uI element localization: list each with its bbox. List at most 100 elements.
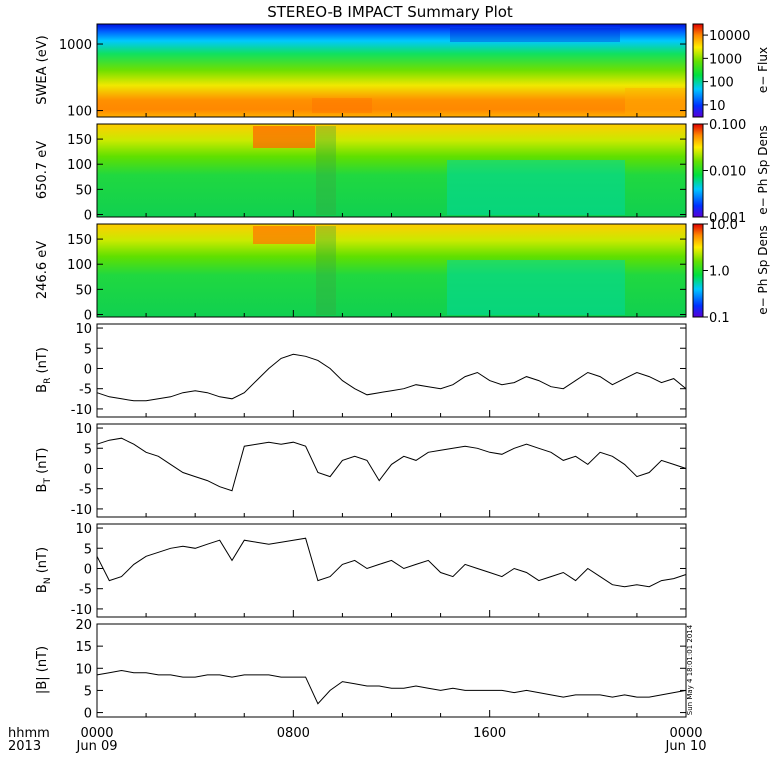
br-yaxis: -10 -5 0 5 10: [71, 322, 687, 418]
bt-ytick-label: -5: [79, 483, 92, 498]
bt-ytick-label: 10: [75, 422, 92, 437]
pad650-ytick-label: 50: [75, 183, 92, 198]
bt-frame: [96, 423, 687, 518]
swea-colorbar-tick-label: 10000: [709, 29, 750, 44]
bn-ytick-label: 5: [84, 542, 92, 557]
pad246-colorbar-ticks: 0.1 1.0 10.0: [703, 218, 738, 326]
swea-yaxis: 100 1000: [59, 38, 687, 120]
br-ytick-label: 0: [84, 362, 92, 377]
bn-yaxis: -10 -5 0 5 10: [71, 522, 687, 618]
bmag-ytick-label: 10: [75, 662, 92, 677]
pad650-colorbar-label: e− Ph Sp Dens: [756, 125, 770, 214]
pad650-colorbar-tick-label: 0.001: [709, 211, 746, 226]
pad246-colorbar-tick-label: 1.0: [709, 265, 730, 280]
bmag-ytick-label: 0: [84, 707, 92, 722]
br-frame: [96, 323, 687, 418]
panel-swea: 100 1000 SWEA (eV) 10 100 1000 10000 e− Flux: [35, 23, 770, 120]
pad246-ytick-label: 0: [84, 308, 92, 323]
panel-bn: -10 -5 0 5 10 BN (nT): [35, 522, 687, 618]
pad650-colorbar-ticks: 0.001 0.010 0.100: [703, 118, 746, 226]
br-ytick-label: 10: [75, 322, 92, 337]
pad650-ytick-label: 0: [84, 208, 92, 223]
br-ytick-label: -5: [79, 383, 92, 398]
swea-colorbar-ticks: 10 100 1000 10000: [703, 29, 750, 114]
bmag-ytick-label: 15: [75, 640, 92, 655]
bt-yaxis: -10 -5 0 5 10: [71, 422, 687, 518]
pad246-colorbar-tick-label: 0.1: [709, 311, 730, 326]
time-label-year: 2013: [8, 739, 41, 754]
swea-ytick-label: 100: [67, 105, 92, 120]
plot-title: STEREO-B IMPACT Summary Plot: [267, 3, 513, 21]
pad246-colorbar-tick-label: 10.0: [709, 218, 738, 233]
pad650-colorbar-tick-label: 0.100: [709, 118, 746, 133]
swea-colorbar-label: e− Flux: [756, 47, 770, 93]
date-tick-label: Jun 09: [76, 739, 118, 754]
swea-colorbar: [692, 23, 704, 118]
swea-colorbar-tick-label: 100: [709, 76, 734, 91]
swea-feature-right: [625, 88, 686, 114]
bt-ytick-label: 5: [84, 442, 92, 457]
panel-pad246: 0 50 100 150 246.6 eV 0.1 1.0 10.0 e− Ph Sp D…: [35, 218, 770, 326]
bn-ylabel: BN (nT): [35, 547, 53, 593]
br-ylabel: BR (nT): [35, 347, 53, 393]
swea-feature-cool: [450, 28, 620, 42]
bt-ylabel: BT (nT): [35, 448, 53, 493]
panel-bt: -10 -5 0 5 10 BT (nT): [35, 422, 687, 518]
pad246-ylabel: 246.6 eV: [35, 241, 50, 299]
panel-br: -10 -5 0 5 10 BR (nT): [35, 322, 687, 418]
pad246-ytick-label: 150: [67, 233, 92, 248]
bt-ytick-label: -10: [71, 503, 92, 518]
swea-colorbar-tick-label: 1000: [709, 52, 742, 67]
bn-ytick-label: 10: [75, 522, 92, 537]
time-tick-label: 0800: [277, 726, 310, 741]
panel-pad650: 0 50 100 150 650.7 eV 0.001 0.010 0.100 e− Ph…: [35, 118, 770, 226]
pad650-ytick-label: 100: [67, 158, 92, 173]
pad650-hot-region: [253, 126, 315, 148]
bmag-series-line: [96, 669, 687, 705]
pad650-ylabel: 650.7 eV: [35, 141, 50, 199]
pad246-yaxis: 0 50 100 150: [67, 233, 687, 323]
bn-frame: [96, 523, 687, 618]
br-ytick-label: -10: [71, 403, 92, 418]
timestamp-stamp: Sun May 4 18:01:01 2014: [686, 624, 694, 715]
bn-ytick-label: -5: [79, 583, 92, 598]
time-label-hhmm: hhmm: [8, 726, 50, 741]
bmag-ytick-label: 20: [75, 618, 92, 633]
swea-ylabel: SWEA (eV): [35, 35, 50, 104]
bn-ytick-label: 0: [84, 562, 92, 577]
bmag-yaxis: 0 5 10 15 20: [75, 618, 687, 722]
pad246-cool-region: [447, 260, 625, 315]
swea-ytick-label: 1000: [59, 38, 92, 53]
pad246-colorbar-label: e− Ph Sp Dens: [756, 225, 770, 314]
pad246-hot-region: [253, 226, 315, 244]
panel-bmag: 0 5 10 15 20 |B| (nT): [35, 618, 687, 722]
pad650-ytick-label: 150: [67, 133, 92, 148]
swea-spectrogram: [97, 24, 686, 117]
swea-feature-band: [312, 98, 372, 113]
pad650-yaxis: 0 50 100 150: [67, 133, 687, 223]
br-series-line: [96, 353, 687, 402]
bmag-ytick-label: 5: [84, 684, 92, 699]
bn-ytick-label: -10: [71, 603, 92, 618]
bmag-frame: [96, 623, 687, 718]
time-tick-label: 0000: [80, 726, 113, 741]
bn-series-line: [96, 537, 687, 588]
pad246-ytick-label: 50: [75, 283, 92, 298]
time-tick-label: 1600: [473, 726, 506, 741]
br-ytick-label: 5: [84, 342, 92, 357]
bt-series-line: [96, 437, 687, 492]
pad246-ytick-label: 100: [67, 258, 92, 273]
bmag-ylabel: |B| (nT): [35, 646, 50, 694]
pad650-colorbar-tick-label: 0.010: [709, 165, 746, 180]
pad246-colorbar: [692, 223, 704, 318]
pad650-cool-region: [447, 160, 625, 215]
bt-ytick-label: 0: [84, 462, 92, 477]
date-tick-label: Jun 10: [665, 739, 707, 754]
swea-colorbar-tick-label: 10: [709, 99, 726, 114]
time-tick-label: 0000: [669, 726, 702, 741]
pad650-colorbar: [692, 123, 704, 218]
pad650-dark-stripe: [316, 126, 336, 215]
pad246-dark-stripe: [316, 226, 336, 315]
